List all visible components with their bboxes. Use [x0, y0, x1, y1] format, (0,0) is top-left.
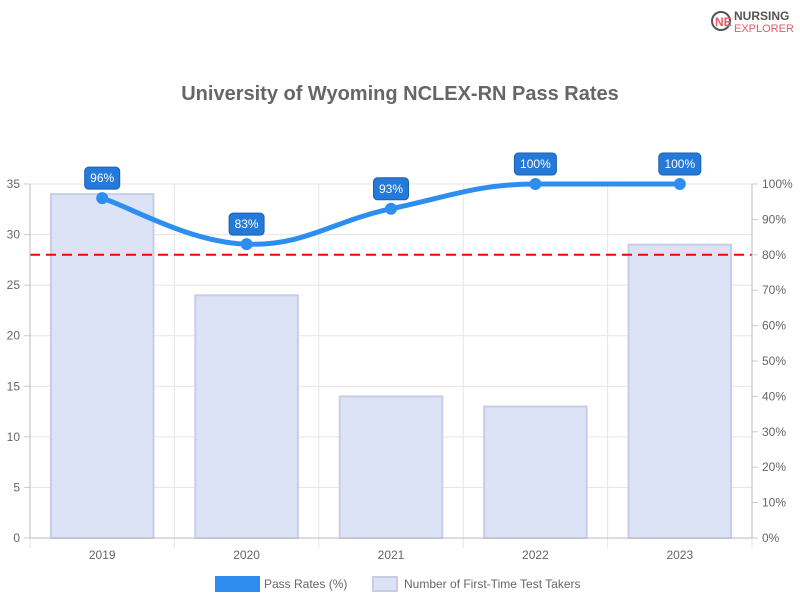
x-tick-label: 2023 [666, 548, 693, 562]
left-tick-label: 0 [13, 531, 20, 545]
left-tick-label: 15 [7, 379, 21, 393]
chart-title: University of Wyoming NCLEX-RN Pass Rate… [181, 83, 619, 105]
x-tick-label: 2022 [522, 548, 549, 562]
legend-swatch-pass-rates [215, 576, 260, 592]
right-tick-label: 100% [762, 177, 793, 191]
bar-2021 [338, 395, 444, 539]
right-tick-label: 90% [762, 212, 786, 226]
data-label-box [513, 152, 557, 176]
pass-rate-point-2022 [529, 178, 542, 190]
left-tick-label: 25 [7, 278, 21, 292]
right-tick-label: 80% [762, 248, 786, 262]
data-label: 100% [520, 157, 551, 171]
logo-icon: NE NURSING EXPLORER [711, 9, 794, 35]
right-tick-label: 40% [762, 389, 786, 403]
bar-2020 [194, 294, 299, 539]
pass-rate-point-2023 [673, 178, 686, 190]
x-tick-label: 2019 [89, 548, 116, 562]
left-tick-label: 5 [13, 480, 20, 494]
data-label: 93% [379, 182, 403, 196]
data-label-box [373, 177, 409, 201]
right-tick-label: 20% [762, 460, 786, 474]
left-tick-label: 10 [7, 430, 21, 444]
legend-label-test-takers: Number of First-Time Test Takers [404, 577, 580, 591]
right-tick-label: 70% [762, 283, 786, 297]
left-tick-label: 30 [7, 228, 21, 242]
left-tick-label: 35 [7, 177, 21, 191]
nursing-explorer-logo: NE NURSING EXPLORER [710, 8, 795, 35]
x-tick-label: 2021 [378, 548, 405, 562]
data-label: 100% [664, 157, 695, 171]
pass-rate-point-2020 [240, 238, 253, 251]
svg-text:NURSING: NURSING [734, 9, 789, 23]
svg-text:NE: NE [715, 15, 732, 29]
pass-rate-point-2019 [96, 192, 109, 205]
legend-label-pass-rates: Pass Rates (%) [264, 577, 347, 591]
right-tick-label: 30% [762, 425, 786, 439]
bar-2022 [483, 405, 588, 539]
svg-text:EXPLORER: EXPLORER [734, 23, 794, 34]
right-tick-label: 0% [762, 531, 780, 545]
legend-swatch-test-takers [372, 576, 398, 592]
right-tick-label: 60% [762, 319, 786, 333]
data-label: 83% [235, 217, 259, 231]
data-label-box [84, 166, 121, 190]
x-tick-label: 2020 [233, 548, 260, 562]
bar-2023 [627, 243, 733, 540]
bar-2019 [49, 193, 155, 539]
data-label-box [658, 152, 702, 176]
data-label: 96% [90, 171, 114, 185]
right-tick-label: 10% [762, 496, 786, 510]
data-label-box [228, 212, 265, 236]
pass-rate-point-2021 [385, 202, 397, 215]
left-tick-label: 20 [7, 329, 21, 343]
right-tick-label: 50% [762, 354, 786, 368]
